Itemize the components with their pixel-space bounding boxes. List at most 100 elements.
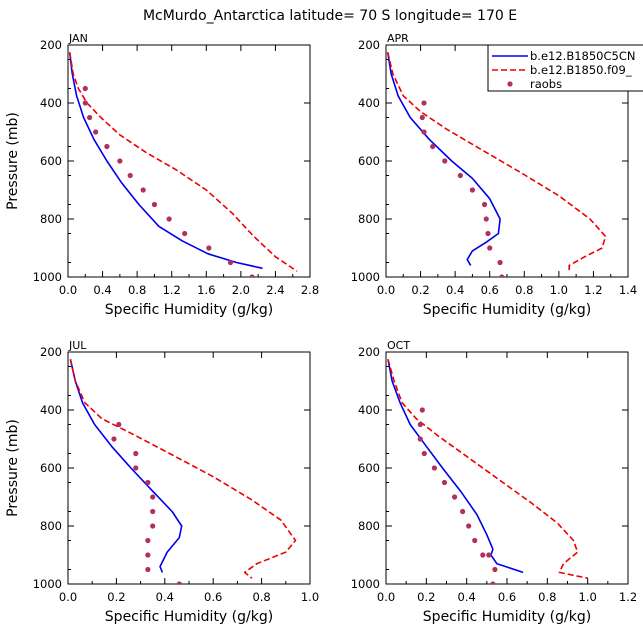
raobs-point [481, 201, 488, 208]
raobs-point [499, 274, 505, 277]
raobs-point [176, 581, 182, 584]
raobs-point [421, 450, 427, 457]
chart-panel-jul: 0.0 0.2 0.4 0.6 0.8 1.0 200 400 600 800 1000 Specif… [5, 339, 319, 625]
chart-panel-apr: 0.0 0.2 0.4 0.6 0.8 1.0 1.2 1.4 200 400 600 800 1000… [351, 32, 637, 318]
x-tick-label: 2.8 [301, 283, 319, 297]
raobs-point [483, 216, 489, 222]
raobs-point [497, 259, 503, 266]
x-tick-label: 2.4 [266, 283, 284, 297]
x-axis-title: Specific Humidity (g/kg) [105, 609, 273, 625]
raobs-point [150, 494, 156, 500]
raobs-point [460, 508, 466, 515]
x-tick-label: 0.0 [59, 590, 77, 604]
legend-label: raobs [530, 77, 562, 91]
raobs-point [82, 85, 88, 92]
raobs-point [151, 201, 158, 208]
x-tick-label: 1.4 [619, 283, 637, 297]
legend-label: b.e12.B1850C5CN [530, 49, 635, 63]
y-tick-label: 600 [358, 461, 380, 475]
legend-label: b.e12.B1850.f09_ [530, 63, 632, 77]
x-axis-title: Specific Humidity (g/kg) [105, 302, 273, 318]
raobs-point [472, 537, 478, 544]
x-tick-label: 0.2 [417, 590, 435, 604]
raobs-point [457, 172, 463, 179]
y-tick-label: 400 [40, 96, 62, 110]
raobs-point [145, 537, 151, 544]
raobs-point [487, 245, 493, 251]
raobs-point [442, 158, 448, 164]
legend-box [487, 44, 643, 92]
y-tick-label: 800 [358, 519, 380, 533]
series-group [387, 359, 588, 584]
x-tick-label: 0.0 [377, 590, 395, 604]
raobs-point [145, 552, 151, 558]
x-tick-label: 1.0 [579, 590, 597, 604]
raobs-point [227, 259, 234, 266]
x-tick-label: 1.0 [301, 590, 319, 604]
series-line-f09 [386, 52, 607, 272]
raobs-point [93, 129, 99, 135]
x-tick-label: 0.4 [156, 590, 174, 604]
raobs-point [441, 479, 448, 486]
y-tick-label: 400 [358, 96, 380, 110]
raobs-point [127, 172, 133, 179]
x-tick-label: 0.8 [515, 283, 533, 297]
y-axis-title: Pressure (mb) [5, 112, 21, 210]
raobs-point [117, 158, 123, 164]
y-tick-label: 1000 [351, 270, 380, 284]
y-tick-label: 800 [358, 212, 380, 226]
raobs-point [150, 508, 156, 515]
series-line-c5cn [68, 52, 263, 270]
x-tick-label: 0.6 [204, 590, 222, 604]
raobs-point [490, 581, 496, 584]
raobs-point [417, 421, 423, 428]
series-line-c5cn [387, 359, 524, 574]
x-tick-label: 1.2 [584, 283, 602, 297]
raobs-point [249, 274, 255, 277]
raobs-point [182, 230, 188, 237]
plot-frame [385, 351, 629, 585]
y-tick-label: 800 [40, 212, 62, 226]
raobs-point [431, 465, 437, 471]
y-axis-title: Pressure (mb) [5, 419, 21, 517]
raobs-point [145, 566, 151, 573]
x-tick-label: 0.6 [498, 590, 516, 604]
chart-panel-oct: 0.0 0.2 0.4 0.6 0.8 1.0 1.2 200 400 600 800 1000 Spe… [351, 339, 637, 625]
series-line-c5cn [69, 359, 183, 573]
raobs-point [111, 436, 117, 442]
x-tick-label: 1.2 [163, 283, 181, 297]
y-tick-label: 400 [358, 403, 380, 417]
x-tick-label: 0.4 [93, 283, 111, 297]
figure-title: McMurdo_Antarctica latitude= 70 S longit… [143, 8, 517, 24]
x-tick-label: 0.4 [458, 590, 476, 604]
x-tick-label: 0.6 [481, 283, 499, 297]
y-tick-label: 200 [40, 345, 62, 359]
series-group [68, 52, 298, 277]
raobs-point [469, 187, 476, 193]
raobs-point [419, 114, 425, 121]
raobs-point [451, 494, 458, 500]
x-tick-label: 1.6 [197, 283, 215, 297]
series-line-c5cn [386, 52, 501, 266]
panel-label: OCT [387, 339, 410, 352]
raobs-point [150, 523, 156, 529]
x-axis-title: Specific Humidity (g/kg) [423, 609, 591, 625]
x-tick-label: 1.2 [619, 590, 637, 604]
x-tick-label: 0.4 [446, 283, 464, 297]
legend-marker [507, 81, 513, 87]
y-tick-label: 800 [40, 519, 62, 533]
x-tick-label: 0.8 [538, 590, 556, 604]
x-tick-label: 0.2 [107, 590, 125, 604]
x-tick-label: 0.0 [377, 283, 395, 297]
series-line-f09 [68, 52, 298, 272]
series-line-f09 [69, 359, 297, 579]
plot-frame [67, 351, 311, 585]
x-axis-title: Specific Humidity (g/kg) [423, 302, 591, 318]
raobs-point [206, 245, 212, 251]
x-tick-label: 0.2 [411, 283, 429, 297]
raobs-point [486, 552, 492, 558]
x-tick-label: 0.8 [252, 590, 270, 604]
series-group [386, 52, 607, 277]
y-tick-label: 600 [358, 154, 380, 168]
